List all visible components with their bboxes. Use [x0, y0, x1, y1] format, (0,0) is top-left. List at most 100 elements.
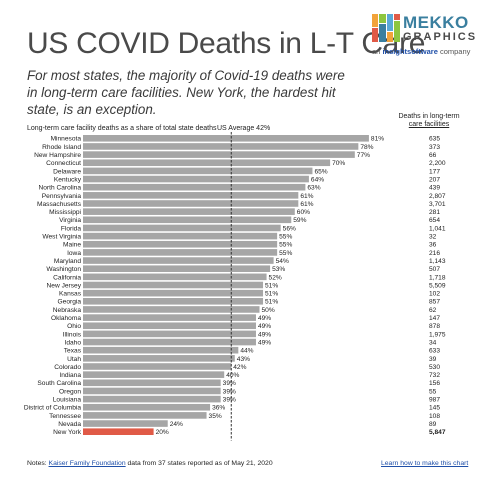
deaths-value: 857	[429, 299, 440, 306]
value-label: 70%	[332, 160, 345, 167]
average-label: US Average 42%	[217, 125, 271, 132]
deaths-value: 1,143	[429, 258, 446, 265]
category-label: West Virginia	[42, 234, 81, 241]
deaths-value: 281	[429, 209, 440, 216]
deaths-value: 147	[429, 315, 440, 322]
bar	[83, 273, 267, 281]
category-label: Utah	[67, 356, 81, 363]
notes: Notes: Kaiser Family Foundation data fro…	[27, 460, 273, 467]
value-label: 39%	[223, 397, 236, 404]
category-label: California	[53, 274, 81, 281]
bar	[83, 143, 359, 150]
category-label: Iowa	[67, 250, 81, 257]
bar	[83, 355, 235, 362]
deaths-value: 216	[429, 250, 440, 257]
category-label: New Jersey	[47, 282, 82, 289]
deaths-value: 2,200	[429, 160, 446, 167]
category-label: Nevada	[58, 421, 81, 428]
kaiser-link[interactable]: Kaiser Family Foundation	[48, 460, 126, 467]
chart-title: Long-term care facility deaths as a shar…	[27, 125, 217, 132]
category-label: Connecticut	[46, 160, 81, 167]
value-label: 55%	[279, 234, 292, 241]
value-label: 78%	[360, 144, 373, 151]
value-label: 40%	[226, 372, 239, 379]
value-label: 49%	[258, 315, 271, 322]
value-label: 81%	[371, 136, 384, 143]
value-label: 61%	[300, 201, 313, 208]
deaths-value: 5,509	[429, 282, 446, 289]
bar	[83, 298, 264, 305]
bar	[83, 232, 278, 240]
logo-word-mekko: MEKKO	[403, 13, 469, 32]
value-label: 65%	[314, 168, 327, 175]
value-label: 54%	[276, 258, 289, 265]
category-label: Nebraska	[53, 307, 82, 314]
bar	[83, 403, 211, 411]
deaths-value: 1,041	[429, 225, 446, 232]
value-label: 24%	[170, 421, 183, 428]
category-label: Ohio	[67, 323, 81, 330]
deaths-value: 177	[429, 168, 440, 175]
deaths-value: 5,847	[429, 429, 446, 436]
value-label: 51%	[265, 282, 278, 289]
bar	[83, 265, 271, 272]
category-label: Minnesota	[51, 136, 82, 143]
deaths-column-header: Deaths in long-term care facilities	[398, 113, 460, 129]
category-label: South Carolina	[37, 380, 81, 387]
value-label: 49%	[258, 323, 271, 330]
deaths-value: 3,701	[429, 201, 446, 208]
deaths-value: 36	[429, 242, 437, 249]
category-label: Washington	[46, 266, 81, 273]
category-label: Idaho	[64, 339, 81, 346]
value-label: 55%	[279, 242, 292, 249]
bar	[83, 412, 207, 419]
category-label: Delaware	[53, 168, 81, 175]
bar	[83, 208, 295, 215]
category-label: Colorado	[54, 364, 81, 371]
bar	[83, 428, 154, 435]
deaths-value: 878	[429, 323, 440, 330]
category-label: Mississippi	[49, 209, 81, 216]
value-label: 61%	[300, 193, 313, 200]
bar	[83, 135, 369, 142]
category-label: Tennessee	[49, 413, 81, 420]
category-label: Kansas	[59, 291, 82, 298]
bar	[83, 306, 260, 313]
deaths-value: 633	[429, 348, 440, 355]
value-label: 52%	[269, 274, 282, 281]
bar	[83, 175, 309, 183]
bar	[83, 371, 225, 378]
category-label: Oklahoma	[51, 315, 81, 322]
learn-link[interactable]: Learn how to make this chart	[381, 460, 469, 467]
bar	[83, 346, 239, 354]
category-label: Indiana	[59, 372, 81, 379]
value-label: 60%	[297, 209, 310, 216]
value-label: 49%	[258, 339, 271, 346]
category-label: Maine	[63, 242, 81, 249]
category-label: New York	[53, 429, 82, 436]
deaths-value: 439	[429, 185, 440, 192]
bar	[83, 200, 299, 207]
mekko-logo-icon	[372, 14, 400, 42]
category-label: Florida	[61, 225, 81, 232]
value-label: 56%	[283, 225, 296, 232]
bar	[83, 281, 264, 289]
deaths-value: 89	[429, 421, 437, 428]
value-label: 20%	[156, 429, 169, 436]
deaths-value: 62	[429, 307, 437, 314]
category-label: North Carolina	[38, 185, 81, 192]
mekko-graphics-logo[interactable]: MEKKO GRAPHICS an insightsoftware compan…	[372, 12, 475, 60]
value-label: 39%	[223, 380, 236, 387]
value-label: 50%	[262, 307, 275, 314]
category-label: Rhode Island	[42, 144, 81, 151]
category-label: Illinois	[63, 331, 82, 338]
deaths-value: 1,975	[429, 331, 446, 338]
value-label: 64%	[311, 176, 324, 183]
deaths-value: 373	[429, 144, 440, 151]
bar	[83, 387, 221, 395]
logo-tagline: an insightsoftware company	[372, 47, 471, 56]
value-label: 39%	[223, 388, 236, 395]
deaths-value: 55	[429, 388, 437, 395]
deaths-value: 108	[429, 413, 440, 420]
